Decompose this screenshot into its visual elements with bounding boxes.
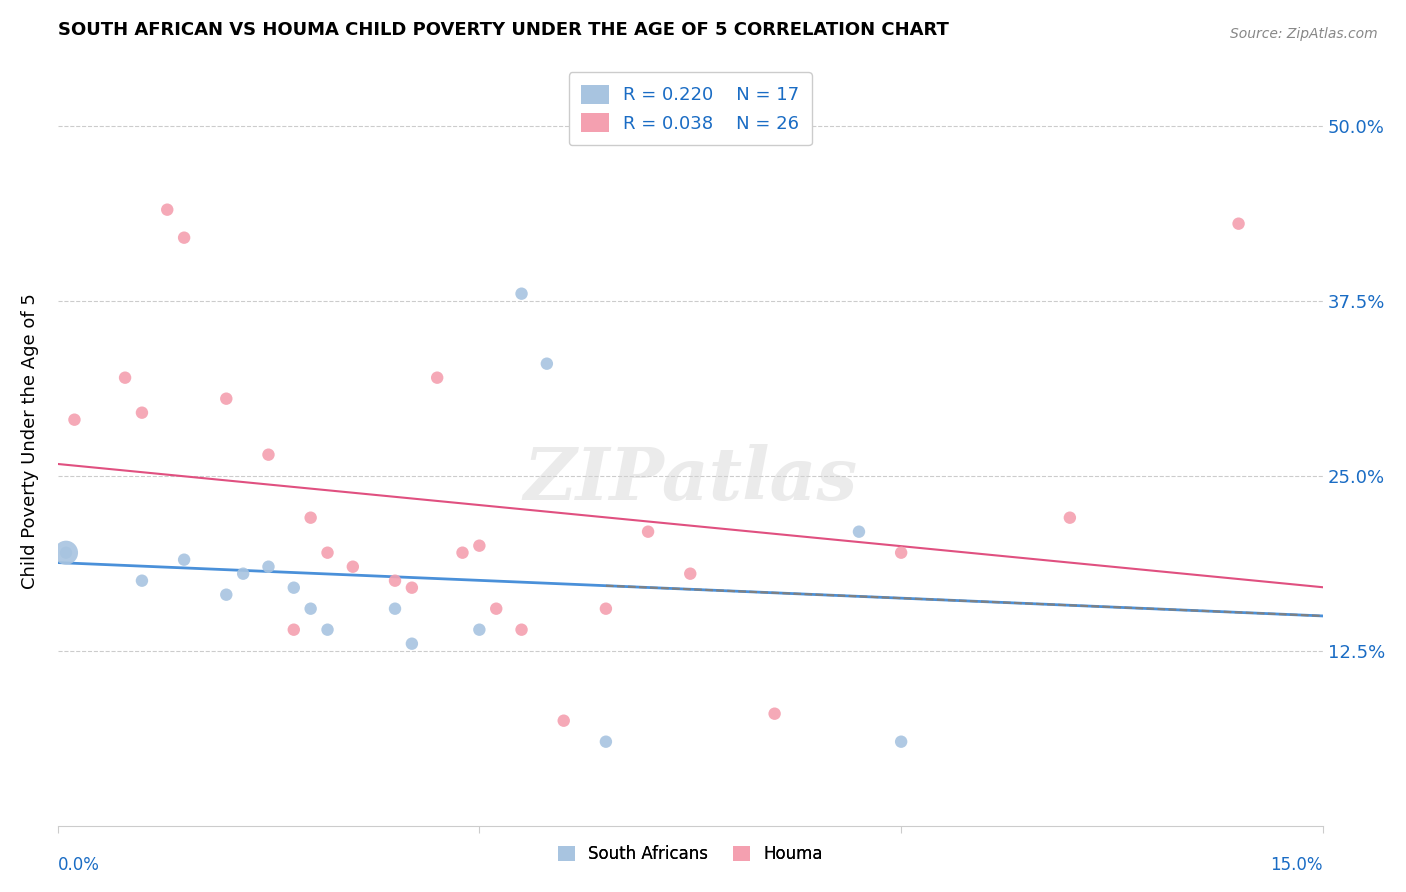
- Point: [316, 546, 339, 560]
- Point: [283, 581, 305, 595]
- Point: [257, 559, 280, 574]
- Point: [173, 230, 195, 244]
- Point: [55, 546, 77, 560]
- Point: [299, 510, 322, 524]
- Legend: South Africans, Houma: South Africans, Houma: [550, 837, 831, 871]
- Point: [232, 566, 254, 581]
- Point: [316, 623, 339, 637]
- Point: [131, 406, 153, 420]
- Point: [890, 546, 912, 560]
- Text: SOUTH AFRICAN VS HOUMA CHILD POVERTY UNDER THE AGE OF 5 CORRELATION CHART: SOUTH AFRICAN VS HOUMA CHILD POVERTY UND…: [58, 21, 949, 39]
- Point: [401, 637, 423, 651]
- Point: [536, 357, 558, 371]
- Point: [173, 552, 195, 566]
- Y-axis label: Child Poverty Under the Age of 5: Child Poverty Under the Age of 5: [21, 293, 39, 589]
- Point: [890, 734, 912, 748]
- Point: [283, 623, 305, 637]
- Point: [342, 559, 364, 574]
- Point: [848, 524, 870, 539]
- Point: [763, 706, 786, 721]
- Point: [401, 581, 423, 595]
- Point: [595, 601, 617, 615]
- Point: [55, 546, 77, 560]
- Point: [468, 539, 491, 553]
- Point: [510, 623, 533, 637]
- Point: [257, 448, 280, 462]
- Point: [63, 412, 86, 426]
- Point: [553, 714, 575, 728]
- Text: 0.0%: 0.0%: [58, 856, 100, 874]
- Point: [595, 734, 617, 748]
- Point: [451, 546, 474, 560]
- Point: [426, 370, 449, 384]
- Point: [468, 623, 491, 637]
- Point: [679, 566, 702, 581]
- Text: Source: ZipAtlas.com: Source: ZipAtlas.com: [1230, 27, 1378, 41]
- Point: [156, 202, 179, 217]
- Point: [485, 601, 508, 615]
- Point: [384, 574, 406, 588]
- Text: ZIPatlas: ZIPatlas: [523, 443, 858, 515]
- Point: [299, 601, 322, 615]
- Point: [637, 524, 659, 539]
- Point: [510, 286, 533, 301]
- Point: [215, 392, 238, 406]
- Point: [1059, 510, 1081, 524]
- Point: [1227, 217, 1250, 231]
- Point: [131, 574, 153, 588]
- Point: [114, 370, 136, 384]
- Point: [384, 601, 406, 615]
- Point: [215, 588, 238, 602]
- Text: 15.0%: 15.0%: [1271, 856, 1323, 874]
